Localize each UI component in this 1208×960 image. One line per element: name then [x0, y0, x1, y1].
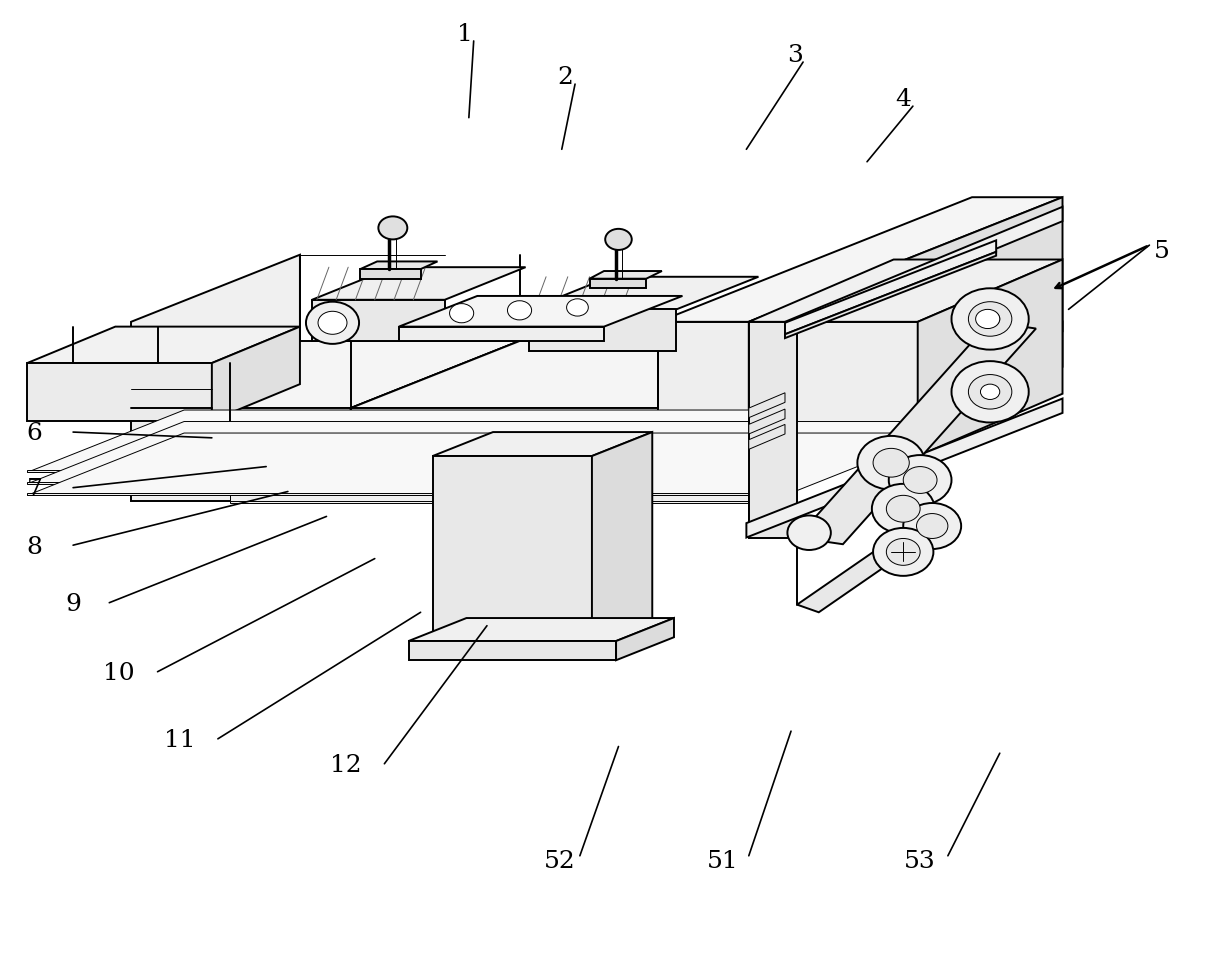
Polygon shape — [28, 326, 300, 363]
Polygon shape — [749, 259, 1063, 322]
Circle shape — [969, 374, 1012, 409]
Circle shape — [889, 455, 952, 505]
Polygon shape — [360, 261, 437, 269]
Circle shape — [378, 216, 407, 239]
Polygon shape — [350, 408, 658, 456]
Polygon shape — [749, 322, 1063, 501]
Circle shape — [917, 514, 948, 539]
Polygon shape — [28, 410, 942, 472]
Circle shape — [318, 311, 347, 334]
Circle shape — [969, 301, 1012, 336]
Polygon shape — [749, 322, 918, 456]
Polygon shape — [28, 470, 785, 472]
Text: 1: 1 — [458, 23, 474, 46]
Polygon shape — [230, 490, 749, 501]
Polygon shape — [230, 425, 906, 490]
Circle shape — [976, 309, 1000, 328]
Polygon shape — [590, 271, 662, 278]
Text: 2: 2 — [557, 66, 574, 89]
Circle shape — [872, 484, 935, 534]
Polygon shape — [28, 421, 942, 484]
Polygon shape — [797, 528, 930, 612]
Polygon shape — [28, 493, 785, 495]
Circle shape — [788, 516, 831, 550]
Polygon shape — [130, 456, 749, 501]
Polygon shape — [360, 269, 420, 278]
Circle shape — [873, 528, 934, 576]
Polygon shape — [785, 252, 997, 338]
Text: 7: 7 — [27, 478, 42, 501]
Text: 11: 11 — [163, 730, 194, 753]
Text: 51: 51 — [707, 850, 738, 873]
Circle shape — [887, 495, 920, 522]
Polygon shape — [408, 641, 616, 660]
Circle shape — [567, 299, 588, 316]
Polygon shape — [28, 433, 942, 495]
Polygon shape — [211, 326, 300, 420]
Circle shape — [605, 228, 632, 250]
Text: 12: 12 — [330, 755, 361, 778]
Text: 4: 4 — [895, 88, 911, 111]
Polygon shape — [130, 341, 519, 408]
Polygon shape — [749, 322, 797, 538]
Polygon shape — [918, 259, 1063, 456]
Circle shape — [858, 436, 925, 490]
Polygon shape — [749, 409, 785, 434]
Circle shape — [449, 303, 474, 323]
Polygon shape — [432, 456, 592, 643]
Polygon shape — [749, 424, 785, 449]
Polygon shape — [749, 197, 1063, 456]
Circle shape — [904, 503, 962, 549]
Circle shape — [952, 361, 1029, 422]
Polygon shape — [747, 398, 1063, 538]
Polygon shape — [130, 322, 1063, 456]
Circle shape — [981, 384, 1000, 399]
Polygon shape — [408, 618, 674, 641]
Circle shape — [887, 539, 920, 565]
Text: 8: 8 — [27, 536, 42, 559]
Polygon shape — [785, 240, 997, 334]
Polygon shape — [130, 408, 350, 456]
Polygon shape — [432, 432, 652, 456]
Text: 5: 5 — [1154, 240, 1169, 263]
Text: 53: 53 — [905, 850, 936, 873]
Polygon shape — [529, 309, 676, 350]
Polygon shape — [529, 276, 759, 309]
Polygon shape — [28, 363, 211, 420]
Polygon shape — [658, 322, 749, 456]
Text: 10: 10 — [103, 662, 135, 685]
Polygon shape — [350, 341, 519, 456]
Circle shape — [873, 448, 910, 477]
Polygon shape — [312, 267, 525, 300]
Polygon shape — [399, 326, 604, 341]
Polygon shape — [658, 197, 1063, 322]
Text: 6: 6 — [27, 422, 42, 445]
Polygon shape — [797, 322, 1036, 544]
Polygon shape — [399, 296, 683, 326]
Polygon shape — [749, 393, 785, 418]
Polygon shape — [590, 278, 646, 288]
Text: 3: 3 — [786, 44, 802, 67]
Polygon shape — [28, 482, 785, 484]
Polygon shape — [592, 432, 652, 643]
Polygon shape — [350, 341, 827, 408]
Circle shape — [952, 288, 1029, 349]
Circle shape — [981, 311, 1000, 326]
Text: 9: 9 — [65, 593, 81, 616]
Circle shape — [306, 301, 359, 344]
Polygon shape — [658, 341, 827, 456]
Circle shape — [507, 300, 532, 320]
Polygon shape — [785, 206, 1063, 336]
Polygon shape — [230, 433, 493, 456]
Circle shape — [904, 467, 937, 493]
Polygon shape — [130, 254, 300, 408]
Polygon shape — [230, 490, 749, 503]
Polygon shape — [616, 618, 674, 660]
Polygon shape — [312, 300, 445, 341]
Text: 52: 52 — [544, 850, 575, 873]
